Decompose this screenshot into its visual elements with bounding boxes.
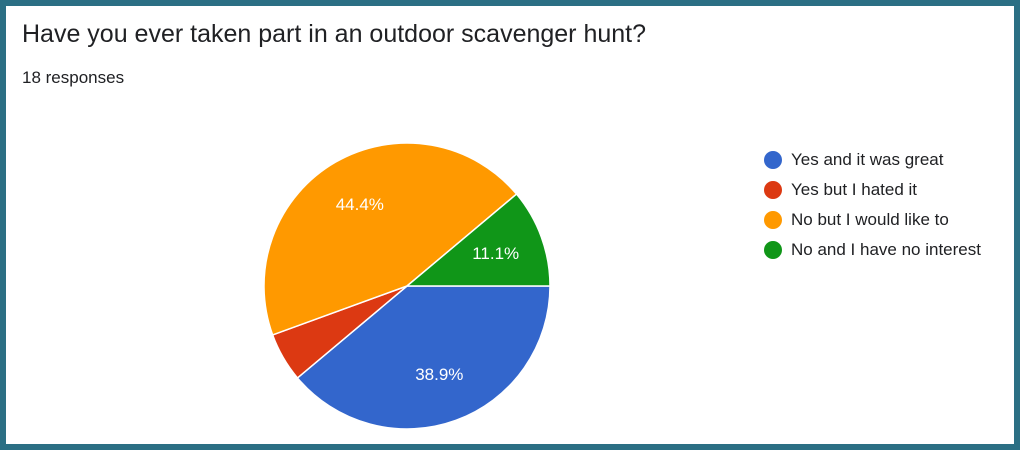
legend-swatch-icon (764, 181, 782, 199)
slice-percent-label-1: 38.9% (415, 365, 463, 384)
pie-slice-1 (296, 285, 551, 430)
legend-item-4[interactable]: No and I have no interest (764, 235, 981, 265)
question-title: Have you ever taken part in an outdoor s… (22, 20, 647, 48)
legend-swatch-icon (764, 241, 782, 259)
legend-label: No but I would like to (791, 210, 949, 229)
pie-slice-4 (404, 193, 551, 287)
legend-item-3[interactable]: No but I would like to (764, 205, 981, 235)
legend-swatch-icon (764, 151, 782, 169)
pie-chart: 38.9% 44.4% 11.1% (263, 142, 551, 430)
legend-swatch-icon (764, 211, 782, 229)
chart-legend: Yes and it was great Yes but I hated it No… (764, 145, 981, 265)
legend-item-1[interactable]: Yes and it was great (764, 145, 981, 175)
legend-label: No and I have no interest (791, 240, 981, 259)
slice-percent-label-4: 11.1% (472, 244, 519, 263)
legend-label: Yes but I hated it (791, 180, 918, 199)
slice-percent-label-3: 44.4% (336, 195, 384, 214)
response-count: 18 responses (22, 68, 125, 87)
legend-item-2[interactable]: Yes but I hated it (764, 175, 981, 205)
pie-slice-3 (263, 142, 518, 336)
legend-label: Yes and it was great (791, 150, 944, 169)
